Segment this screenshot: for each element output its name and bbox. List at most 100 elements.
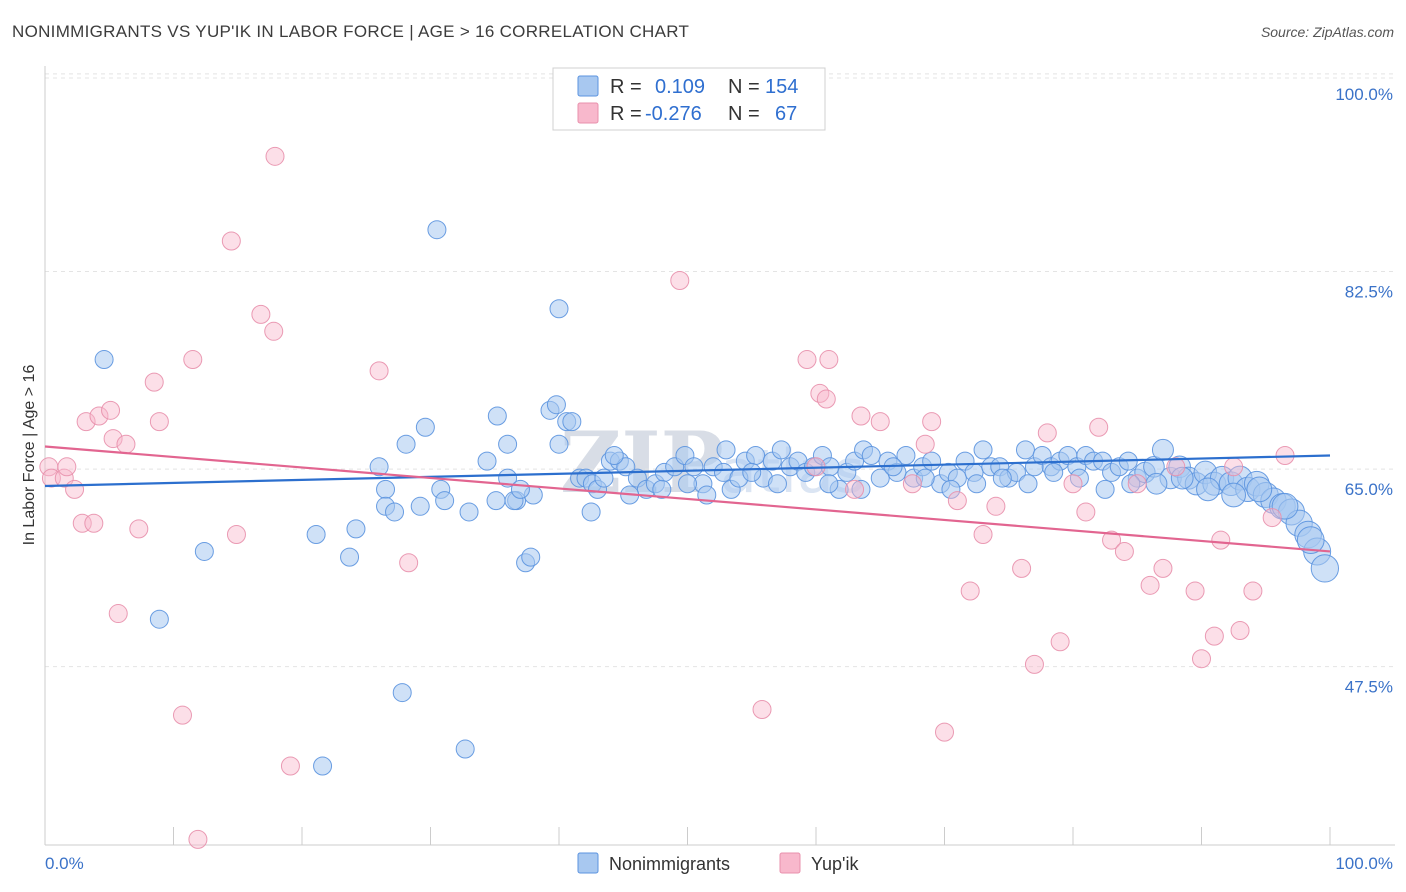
nonimmigrants-point	[716, 440, 736, 460]
nonimmigrants-point	[941, 479, 961, 499]
yupik-point	[819, 350, 839, 370]
legend-r-label: R =	[610, 103, 642, 125]
yupik-point	[1063, 474, 1083, 494]
nonimmigrants-point	[340, 547, 360, 567]
nonimmigrants-point	[415, 417, 435, 437]
nonimmigrants-point	[498, 468, 518, 488]
nonimmigrants-point	[746, 446, 766, 465]
yupik-point	[265, 146, 285, 166]
yupik-point	[1153, 558, 1173, 578]
yupik-point	[264, 321, 284, 341]
series-legend-label-yupik: Yup'ik	[811, 854, 859, 874]
yupik-point	[108, 604, 128, 624]
yupik-point	[851, 406, 871, 426]
yupik-point	[947, 491, 967, 511]
nonimmigrants-point	[562, 412, 582, 432]
nonimmigrants-point	[392, 683, 412, 703]
y-tick-label: 65.0%	[1345, 480, 1393, 499]
yupik-point	[226, 525, 246, 545]
yupik-point	[1024, 654, 1044, 674]
yupik-point	[797, 350, 817, 370]
nonimmigrants-point	[992, 468, 1012, 488]
axes: 47.5% 65.0% 82.5% 100.0% 0.0% 100.0%	[44, 66, 1395, 873]
nonimmigrants-point	[435, 491, 455, 511]
x-tick-label: 100.0%	[1335, 854, 1393, 873]
yupik-point	[960, 581, 980, 601]
yupik-point	[973, 525, 993, 545]
nonimmigrants-point	[1196, 477, 1220, 502]
nonimmigrants-point	[410, 496, 430, 516]
nonimmigrants-point	[459, 502, 479, 522]
nonimmigrants-point	[369, 457, 389, 477]
legend-n-label: N =	[728, 103, 760, 125]
nonimmigrants-point	[581, 502, 601, 522]
yupik-point	[101, 400, 121, 420]
yupik-point	[1050, 632, 1070, 652]
nonimmigrants-point	[684, 457, 704, 477]
nonimmigrants-point	[1121, 474, 1141, 494]
series-legend: Nonimmigrants Yup'ik	[577, 852, 859, 874]
nonimmigrants-trend-line	[44, 454, 1331, 488]
nonimmigrants-point	[306, 525, 326, 545]
nonimmigrants-point	[549, 299, 569, 319]
nonimmigrants-point	[1145, 472, 1168, 495]
nonimmigrants-point	[194, 541, 214, 561]
yupik-point	[902, 474, 922, 494]
yupik-point	[1140, 575, 1160, 595]
trend-lines	[44, 445, 1331, 553]
nonimmigrants-point	[1271, 492, 1299, 520]
x-tick-label: 0.0%	[45, 854, 84, 873]
chart-title: NONIMMIGRANTS VS YUP'IK IN LABOR FORCE |…	[12, 22, 690, 41]
nonimmigrants-point	[967, 474, 987, 494]
yupik-point	[369, 361, 389, 381]
yupik-point	[1262, 508, 1282, 528]
nonimmigrants-point	[771, 440, 791, 460]
yupik-point	[188, 829, 208, 849]
nonimmigrants-point	[385, 502, 405, 522]
nonimmigrants-point	[376, 479, 396, 499]
nonimmigrants-point	[819, 474, 839, 494]
nonimmigrants-point	[742, 462, 762, 482]
yupik-point	[183, 350, 203, 370]
legend-r-label: R =	[610, 76, 642, 98]
series-legend-swatch-yupik	[779, 852, 801, 874]
nonimmigrants-point	[487, 406, 507, 426]
yupik-point	[1166, 457, 1186, 477]
legend-r-value: -0.276	[645, 103, 702, 125]
nonimmigrants-point	[1170, 466, 1194, 490]
nonimmigrants-point	[396, 434, 416, 454]
nonimmigrants-point	[870, 468, 890, 488]
nonimmigrants-point	[851, 479, 871, 499]
yupik-point	[1037, 423, 1057, 443]
yupik-point	[116, 434, 136, 454]
legend-n-value: 154	[765, 76, 798, 98]
yupik-point	[399, 553, 419, 573]
nonimmigrants-point	[1018, 474, 1038, 494]
legend-n-value: 67	[775, 103, 797, 125]
yupik-point	[1211, 530, 1231, 550]
yupik-point	[1127, 474, 1147, 494]
yupik-point	[221, 231, 241, 251]
yupik-point	[57, 457, 77, 477]
yupik-point	[986, 496, 1006, 516]
nonimmigrants-point	[149, 609, 169, 629]
yupik-point	[870, 412, 890, 432]
series-legend-label-nonimmigrants: Nonimmigrants	[609, 854, 730, 874]
nonimmigrants-point	[604, 446, 624, 465]
yupik-point	[144, 372, 164, 392]
nonimmigrants-point	[546, 395, 566, 415]
nonimmigrants-point	[915, 468, 935, 488]
nonimmigrants-point	[477, 451, 497, 471]
nonimmigrants-point	[1095, 479, 1115, 499]
yupik-point	[172, 705, 192, 725]
yupik-point	[1076, 502, 1096, 522]
nonimmigrants-point	[861, 446, 881, 465]
nonimmigrants-point	[498, 434, 518, 454]
yupik-point	[1243, 581, 1263, 601]
legend-n-label: N =	[728, 76, 760, 98]
nonimmigrants-point	[1015, 440, 1035, 460]
nonimmigrants-point	[521, 547, 541, 567]
yupik-point	[1012, 558, 1032, 578]
nonimmigrants-point	[767, 474, 787, 494]
